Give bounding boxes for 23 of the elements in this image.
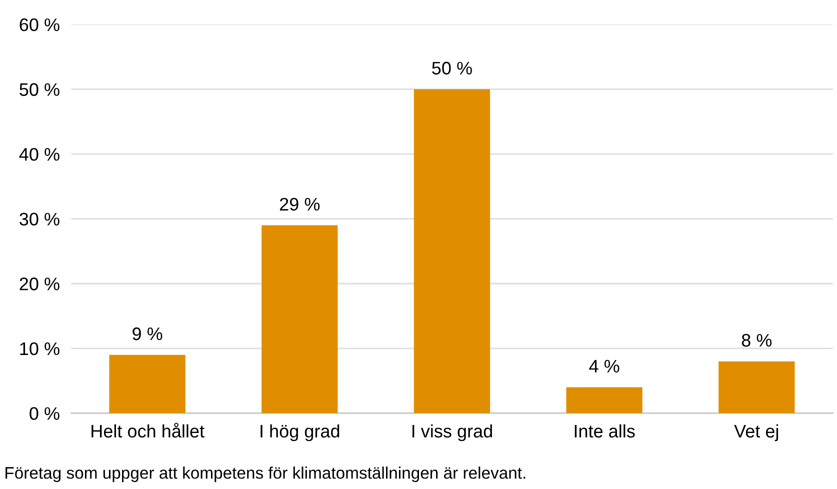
bar [414,89,490,414]
y-tick-label: 60 % [20,18,60,32]
bar [718,361,795,414]
y-tick-label: 40 % [19,148,60,161]
bar [109,354,186,414]
data-label: 4 % [589,360,620,373]
y-tick-label: 0 % [30,407,60,420]
y-tick-label: 20 % [20,278,60,290]
x-tick-label: Inte alls [574,424,635,438]
data-label: 29 % [280,198,320,211]
x-tick-label: I hög grad [260,424,340,442]
y-tick-label: 30 % [20,212,60,226]
bar [262,225,338,414]
bar [566,387,642,414]
y-tick-label: 50 % [20,83,60,96]
x-tick-label: Vet ej [734,424,778,442]
data-label: 50 % [432,62,472,75]
x-tick-label: I viss grad [412,424,492,442]
x-tick-label: Helt och hållet [92,422,204,438]
y-tick-label: 10 % [20,342,60,356]
text: Företag som uppger att kompetens för klimatomställningen är relevant. [6,466,526,482]
data-label: 9 % [132,327,162,340]
data-label: 8 % [742,334,772,347]
